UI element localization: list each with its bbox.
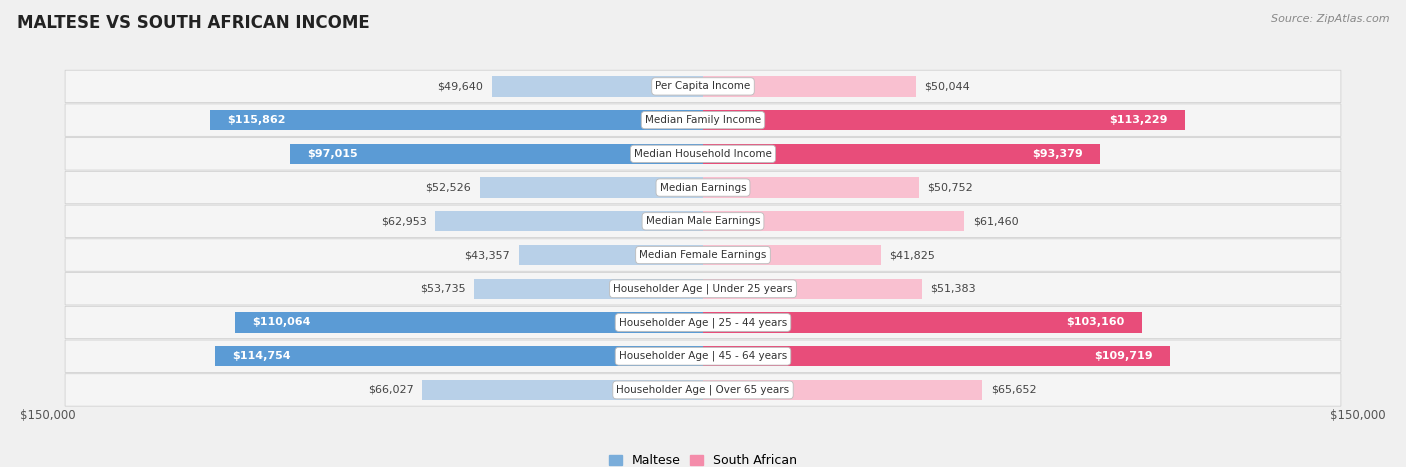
Text: $150,000: $150,000 xyxy=(21,409,76,422)
FancyBboxPatch shape xyxy=(65,239,1341,271)
FancyBboxPatch shape xyxy=(65,104,1341,136)
Bar xyxy=(703,110,1184,130)
FancyBboxPatch shape xyxy=(65,273,1341,305)
Text: Source: ZipAtlas.com: Source: ZipAtlas.com xyxy=(1271,14,1389,24)
Text: $93,379: $93,379 xyxy=(1032,149,1083,159)
FancyBboxPatch shape xyxy=(65,374,1341,406)
Text: $66,027: $66,027 xyxy=(368,385,413,395)
Text: $113,229: $113,229 xyxy=(1109,115,1167,125)
Bar xyxy=(703,245,882,265)
Text: Householder Age | Over 65 years: Householder Age | Over 65 years xyxy=(616,385,790,395)
Legend: Maltese, South African: Maltese, South African xyxy=(605,449,801,467)
Bar xyxy=(703,312,1142,333)
Bar xyxy=(519,245,703,265)
Text: $41,825: $41,825 xyxy=(890,250,935,260)
Bar xyxy=(215,346,703,366)
Text: $150,000: $150,000 xyxy=(1330,409,1385,422)
Bar xyxy=(436,211,703,232)
FancyBboxPatch shape xyxy=(65,171,1341,204)
Text: Median Household Income: Median Household Income xyxy=(634,149,772,159)
Text: Median Earnings: Median Earnings xyxy=(659,183,747,192)
Bar xyxy=(492,76,703,97)
Text: Householder Age | 25 - 44 years: Householder Age | 25 - 44 years xyxy=(619,317,787,328)
Text: $115,862: $115,862 xyxy=(228,115,285,125)
FancyBboxPatch shape xyxy=(65,70,1341,103)
Text: $103,160: $103,160 xyxy=(1066,318,1125,327)
Bar xyxy=(422,380,703,400)
Text: $110,064: $110,064 xyxy=(252,318,311,327)
Text: Householder Age | Under 25 years: Householder Age | Under 25 years xyxy=(613,283,793,294)
Bar xyxy=(703,177,920,198)
Bar xyxy=(703,346,1170,366)
Text: Householder Age | 45 - 64 years: Householder Age | 45 - 64 years xyxy=(619,351,787,361)
Text: $97,015: $97,015 xyxy=(308,149,359,159)
FancyBboxPatch shape xyxy=(65,306,1341,339)
Text: $50,044: $50,044 xyxy=(924,81,970,92)
Bar xyxy=(703,144,1099,164)
Bar xyxy=(703,380,983,400)
Text: Median Male Earnings: Median Male Earnings xyxy=(645,216,761,226)
Text: $61,460: $61,460 xyxy=(973,216,1018,226)
Text: MALTESE VS SOUTH AFRICAN INCOME: MALTESE VS SOUTH AFRICAN INCOME xyxy=(17,14,370,32)
Bar xyxy=(703,76,915,97)
Bar xyxy=(211,110,703,130)
Text: $51,383: $51,383 xyxy=(929,284,976,294)
Text: $62,953: $62,953 xyxy=(381,216,427,226)
Text: Per Capita Income: Per Capita Income xyxy=(655,81,751,92)
FancyBboxPatch shape xyxy=(65,138,1341,170)
Bar xyxy=(474,279,703,299)
Bar xyxy=(703,211,965,232)
Text: Median Female Earnings: Median Female Earnings xyxy=(640,250,766,260)
Text: $49,640: $49,640 xyxy=(437,81,484,92)
Text: $109,719: $109,719 xyxy=(1094,351,1153,361)
Text: $43,357: $43,357 xyxy=(464,250,510,260)
Text: $52,526: $52,526 xyxy=(426,183,471,192)
Text: $114,754: $114,754 xyxy=(232,351,291,361)
FancyBboxPatch shape xyxy=(65,340,1341,372)
Text: Median Family Income: Median Family Income xyxy=(645,115,761,125)
FancyBboxPatch shape xyxy=(65,205,1341,238)
Bar xyxy=(235,312,703,333)
Text: $65,652: $65,652 xyxy=(991,385,1036,395)
Bar xyxy=(291,144,703,164)
Text: $53,735: $53,735 xyxy=(420,284,465,294)
Text: $50,752: $50,752 xyxy=(928,183,973,192)
Bar xyxy=(479,177,703,198)
Bar xyxy=(703,279,921,299)
